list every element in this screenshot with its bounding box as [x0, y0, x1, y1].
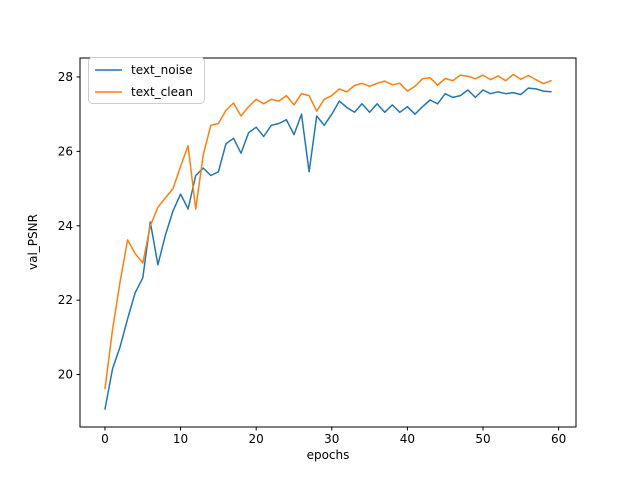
y-tick-label: 22: [58, 293, 73, 307]
x-tick-label: 30: [324, 432, 339, 446]
x-tick-label: 60: [551, 432, 566, 446]
x-tick-label: 40: [400, 432, 415, 446]
y-tick-label: 24: [58, 219, 73, 233]
x-axis-label: epochs: [307, 448, 350, 462]
x-tick-label: 20: [249, 432, 264, 446]
y-axis-label: val_PSNR: [26, 214, 40, 270]
legend: text_noise text_clean: [88, 57, 205, 104]
x-tick-label: 50: [475, 432, 490, 446]
series-line-text_clean: [104, 73, 552, 390]
plot-area-border: [79, 57, 577, 428]
series-lines: [104, 73, 552, 410]
x-tick-label: 0: [101, 432, 109, 446]
axis-ticks: 0 10 20 30 40 50 60 20 22 24 26 28: [58, 70, 567, 446]
series-line-text_noise: [104, 87, 552, 410]
legend-label-text_noise: text_noise: [131, 63, 193, 77]
legend-label-text_clean: text_clean: [131, 85, 193, 99]
x-tick-label: 10: [173, 432, 188, 446]
y-tick-label: 28: [58, 70, 73, 84]
y-tick-label: 20: [58, 368, 73, 382]
legend-entries: text_noise text_clean: [95, 63, 193, 99]
y-tick-label: 26: [58, 144, 73, 158]
